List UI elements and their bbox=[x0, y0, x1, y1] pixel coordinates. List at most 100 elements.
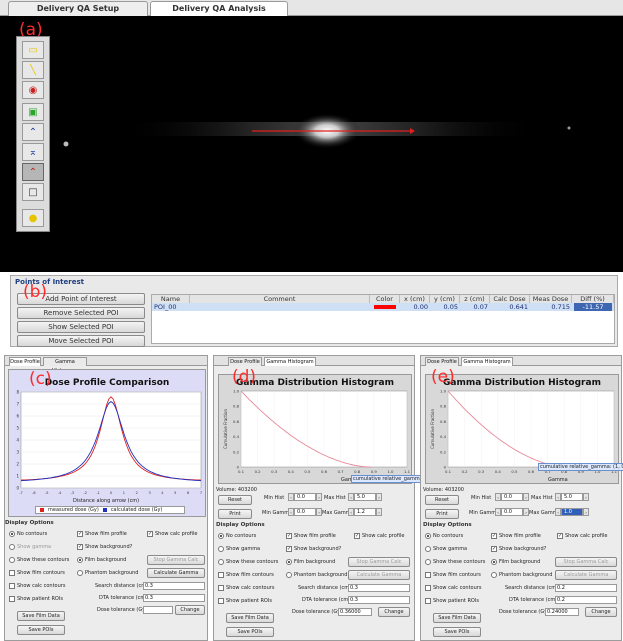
max-gamma-increment[interactable]: › bbox=[583, 508, 589, 516]
max-hist-decrement[interactable]: ‹ bbox=[348, 493, 354, 501]
save-film-data-button[interactable]: Save Film Data bbox=[433, 613, 481, 623]
roi-tool-button[interactable]: ▣ bbox=[22, 103, 44, 121]
tab-dose-profile[interactable]: Dose Profile bbox=[228, 357, 262, 366]
print-button[interactable]: Print bbox=[425, 509, 459, 519]
show-gamma-radio[interactable]: Show gamma bbox=[218, 546, 260, 552]
move-poi-button[interactable]: Move Selected POI bbox=[17, 335, 145, 347]
max-gamma-decrement[interactable]: ‹ bbox=[348, 508, 354, 516]
dta-tolerance-input[interactable]: 0.3 bbox=[348, 596, 410, 604]
save-pois-button[interactable]: Save POIs bbox=[17, 625, 65, 635]
reset-button[interactable]: Reset bbox=[425, 495, 459, 505]
show-calc-profile-check[interactable]: ✓ Show calc profile bbox=[557, 533, 608, 539]
tab-gamma-histogram[interactable]: Gamma Histogram bbox=[43, 357, 87, 374]
reset-button[interactable]: Reset bbox=[218, 495, 252, 505]
calculate-gamma-button[interactable]: Calculate Gamma bbox=[348, 570, 410, 580]
show-calc-profile-check[interactable]: ✓ Show calc profile bbox=[354, 533, 405, 539]
no-contours-radio[interactable]: No contours bbox=[9, 531, 47, 537]
show-calc-contours-check[interactable]: Show calc contours bbox=[9, 583, 65, 589]
film-image-viewer[interactable]: (a) bbox=[0, 16, 623, 272]
film-background-radio[interactable]: Film background bbox=[77, 557, 126, 563]
eye-tool-button[interactable]: ◉ bbox=[22, 81, 44, 99]
show-background-check[interactable]: ✓ Show background? bbox=[491, 546, 547, 552]
save-film-data-button[interactable]: Save Film Data bbox=[226, 613, 274, 623]
min-hist-increment[interactable]: › bbox=[523, 493, 529, 501]
search-distance-input[interactable]: 0.3 bbox=[348, 584, 410, 592]
phantom-background-radio[interactable]: Phantom background bbox=[77, 570, 138, 576]
tab-delivery-qa-analysis[interactable]: Delivery QA Analysis bbox=[150, 1, 288, 16]
show-these-contours-radio[interactable]: Show these contours bbox=[425, 559, 485, 565]
dta-tolerance-input[interactable]: 0.3 bbox=[143, 594, 205, 602]
calculate-gamma-button[interactable]: Calculate Gamma bbox=[147, 568, 205, 578]
search-distance-input[interactable]: 0.2 bbox=[555, 584, 617, 592]
show-film-contours-check[interactable]: Show film contours bbox=[425, 572, 481, 578]
film-background-radio[interactable]: Film background bbox=[286, 559, 335, 565]
tab-gamma-histogram[interactable]: Gamma Histogram bbox=[461, 357, 513, 366]
show-film-contours-check[interactable]: Show film contours bbox=[218, 572, 274, 578]
min-gamma-increment[interactable]: › bbox=[316, 508, 322, 516]
min-hist-input[interactable]: 0.0 bbox=[501, 493, 523, 501]
calculate-gamma-button[interactable]: Calculate Gamma bbox=[555, 570, 617, 580]
stop-gamma-calc-button[interactable]: Stop Gamma Calc bbox=[348, 557, 410, 567]
line-tool-button[interactable]: ╲ bbox=[22, 61, 44, 79]
max-hist-decrement[interactable]: ‹ bbox=[555, 493, 561, 501]
dta-tolerance-input[interactable]: 0.2 bbox=[555, 596, 617, 604]
save-pois-button[interactable]: Save POIs bbox=[433, 627, 481, 637]
show-film-profile-check[interactable]: ✓ Show film profile bbox=[286, 533, 336, 539]
dose-tolerance-input[interactable]: 0.24000 bbox=[545, 608, 579, 616]
save-film-data-button[interactable]: Save Film Data bbox=[17, 611, 65, 621]
show-film-profile-check[interactable]: ✓ Show film profile bbox=[77, 531, 127, 537]
min-hist-decrement[interactable]: ‹ bbox=[288, 493, 294, 501]
show-film-profile-check[interactable]: ✓ Show film profile bbox=[491, 533, 541, 539]
max-hist-increment[interactable]: › bbox=[583, 493, 589, 501]
show-patient-rois-check[interactable]: Show patient ROIs bbox=[425, 598, 479, 604]
max-gamma-decrement[interactable]: ‹ bbox=[555, 508, 561, 516]
no-contours-radio[interactable]: No contours bbox=[218, 533, 256, 539]
max-gamma-increment[interactable]: › bbox=[376, 508, 382, 516]
phantom-background-radio[interactable]: Phantom background bbox=[491, 572, 552, 578]
min-gamma-input[interactable]: 0.0 bbox=[294, 508, 316, 516]
dose-tolerance-input[interactable] bbox=[143, 606, 173, 614]
show-gamma-radio[interactable]: Show gamma bbox=[9, 544, 51, 550]
show-background-check[interactable]: ✓ Show background? bbox=[286, 546, 342, 552]
profile-tool-button[interactable]: ⌃ bbox=[22, 123, 44, 141]
stop-gamma-calc-button[interactable]: Stop Gamma Calc bbox=[147, 555, 205, 565]
film-background-radio[interactable]: Film background bbox=[491, 559, 540, 565]
save-pois-button[interactable]: Save POIs bbox=[226, 627, 274, 637]
dose-tolerance-input[interactable]: 0.36000 bbox=[338, 608, 372, 616]
profile-active-tool-button[interactable]: ⌃ bbox=[22, 163, 44, 181]
change-button[interactable]: Change bbox=[378, 607, 410, 617]
show-background-check[interactable]: ✓ Show background? bbox=[77, 544, 133, 550]
phantom-background-radio[interactable]: Phantom background bbox=[286, 572, 347, 578]
max-hist-input[interactable]: 5.0 bbox=[561, 493, 583, 501]
max-gamma-input[interactable]: 1.0 bbox=[561, 508, 583, 516]
min-hist-increment[interactable]: › bbox=[316, 493, 322, 501]
stop-gamma-calc-button[interactable]: Stop Gamma Calc bbox=[555, 557, 617, 567]
show-calc-contours-check[interactable]: Show calc contours bbox=[218, 585, 274, 591]
max-gamma-input[interactable]: 1.2 bbox=[354, 508, 376, 516]
min-gamma-increment[interactable]: › bbox=[523, 508, 529, 516]
show-film-contours-check[interactable]: Show film contours bbox=[9, 570, 65, 576]
min-hist-input[interactable]: 0.0 bbox=[294, 493, 316, 501]
zoom-tool-button[interactable]: ▭ bbox=[22, 41, 44, 59]
tab-dose-profile[interactable]: Dose Profile bbox=[425, 357, 459, 366]
change-button[interactable]: Change bbox=[175, 605, 205, 615]
min-gamma-decrement[interactable]: ‹ bbox=[495, 508, 501, 516]
show-patient-rois-check[interactable]: Show patient ROIs bbox=[9, 596, 63, 602]
show-gamma-radio[interactable]: Show gamma bbox=[425, 546, 467, 552]
show-patient-rois-check[interactable]: Show patient ROIs bbox=[218, 598, 272, 604]
show-these-contours-radio[interactable]: Show these contours bbox=[9, 557, 69, 563]
min-gamma-decrement[interactable]: ‹ bbox=[288, 508, 294, 516]
show-calc-contours-check[interactable]: Show calc contours bbox=[425, 585, 481, 591]
poi-tool-button[interactable]: ● bbox=[22, 209, 44, 227]
print-button[interactable]: Print bbox=[218, 509, 252, 519]
remove-poi-button[interactable]: Remove Selected POI bbox=[17, 307, 145, 319]
no-contours-radio[interactable]: No contours bbox=[425, 533, 463, 539]
max-hist-input[interactable]: 5.0 bbox=[354, 493, 376, 501]
min-hist-decrement[interactable]: ‹ bbox=[495, 493, 501, 501]
tab-dose-profile[interactable]: Dose Profile bbox=[9, 357, 41, 366]
search-distance-input[interactable]: 0.3 bbox=[143, 582, 205, 590]
show-poi-button[interactable]: Show Selected POI bbox=[17, 321, 145, 333]
show-calc-profile-check[interactable]: ✓ Show calc profile bbox=[147, 531, 198, 537]
rectangle-tool-button[interactable]: □ bbox=[22, 183, 44, 201]
show-these-contours-radio[interactable]: Show these contours bbox=[218, 559, 278, 565]
